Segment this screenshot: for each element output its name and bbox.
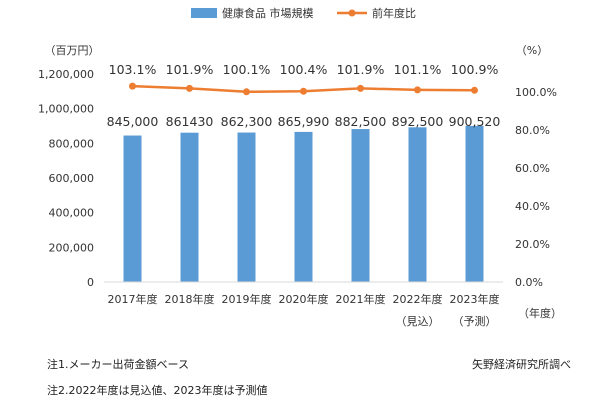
bar-value-label: 845,000 [107,114,159,129]
line-series [129,82,478,96]
x-tick-label: 2017年度 [108,292,158,306]
right-tick-label: 40.0% [515,200,550,213]
bar-value-label: 861430 [166,114,214,129]
bar-value-label: 865,990 [278,114,330,129]
x-axis-unit: （年度） [518,306,562,320]
bar [180,132,199,282]
footnote-2: 注2.2022年度は見込値、2023年度は予測値 [47,384,268,397]
bar-value-label: 892,500 [392,114,444,129]
bar-data-labels: 845,000 861430 862,300 865,990 882,500 892,50… [107,114,501,129]
bar-value-label: 900,520 [449,114,501,129]
x-tick-label: 2020年度 [279,292,329,306]
line-point [471,86,478,94]
right-tick-label: 80.0% [515,124,550,137]
line-point [357,84,364,92]
source-note: 矢野経済研究所調べ [472,358,571,371]
x-tick-label: 2018年度 [165,292,215,306]
bar [408,127,427,282]
left-tick-label: 800,000 [49,137,95,150]
line-point [186,84,193,92]
left-tick-label: 1,000,000 [38,103,94,116]
line-point [414,86,421,94]
footnote-1: 注1.メーカー出荷金額ベース [47,358,189,371]
left-axis-ticks: 0 200,000 400,000 600,000 800,000 1,000,000 1,… [38,68,94,289]
line-value-label: 101.9% [337,62,385,77]
line-point [300,87,307,95]
right-tick-label: 60.0% [515,162,550,175]
right-axis-unit: （%） [516,44,548,57]
legend-line-marker [348,9,356,17]
legend-line-label: 前年度比 [372,6,416,20]
bar [465,125,484,282]
right-axis-ticks: 0.0% 20.0% 40.0% 60.0% 80.0% 100.0% [515,86,557,289]
x-axis-ticks: 2017年度 2018年度 2019年度 2020年度 2021年度 2022年度 （見込）… [108,292,500,328]
legend-bar-label: 健康食品 市場規模 [222,6,314,20]
left-tick-label: 0 [87,276,94,289]
x-tick-sublabel: （予測） [453,314,497,328]
bar-value-label: 882,500 [335,114,387,129]
line-value-label: 103.1% [109,62,157,77]
line-value-label: 100.9% [451,62,499,77]
left-tick-label: 1,200,000 [38,68,94,81]
line-data-labels: 103.1% 101.9% 100.1% 100.4% 101.9% 101.1% 100.… [109,62,499,77]
x-tick-label: 2019年度 [222,292,272,306]
left-axis-unit: （百万円） [45,44,100,57]
line-point [129,82,136,90]
bar [294,131,313,282]
x-tick-label: 2023年度 [450,292,500,306]
right-tick-label: 20.0% [515,238,550,251]
x-tick-sublabel: （見込） [396,315,440,328]
legend: 健康食品 市場規模 前年度比 [191,6,416,20]
bar-value-label: 862,300 [221,114,273,129]
line-value-label: 101.9% [166,62,214,77]
left-tick-label: 200,000 [49,241,95,254]
bar [351,129,370,282]
line-value-label: 100.4% [280,62,328,77]
bar [237,132,256,282]
right-tick-label: 0.0% [515,276,543,289]
left-tick-label: 600,000 [49,172,95,185]
left-tick-label: 400,000 [49,207,95,220]
legend-bar-swatch [191,8,217,18]
bar [123,135,142,282]
right-tick-label: 100.0% [515,86,557,99]
line-value-label: 100.1% [223,62,271,77]
line-value-label: 101.1% [394,62,442,77]
line-point [243,88,250,96]
x-tick-label: 2022年度 [393,292,443,306]
x-tick-label: 2021年度 [336,292,386,306]
bar-series [123,125,484,282]
